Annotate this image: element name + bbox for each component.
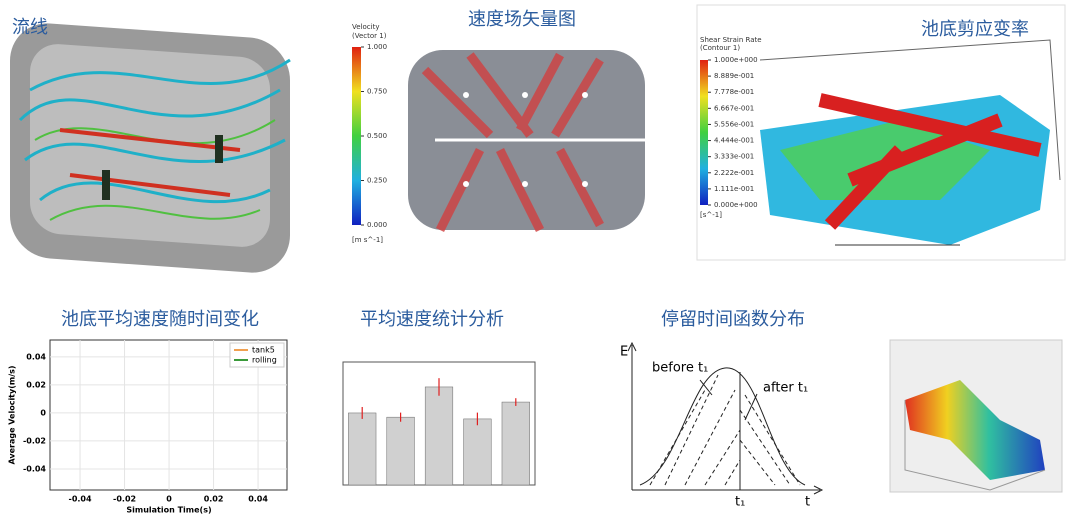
colorbar-unit: [s^-1] xyxy=(700,211,722,219)
x-tick-label: 0 xyxy=(166,495,172,504)
colorbar-tick-label: 0.000e+000 xyxy=(714,201,758,209)
x-tick-label: 0.02 xyxy=(204,495,224,504)
y-tick-label: 0 xyxy=(40,408,46,417)
x-tick-label: -0.04 xyxy=(69,495,92,504)
colorbar-unit: [m s^-1] xyxy=(352,236,383,244)
surface-image xyxy=(889,339,1063,493)
y-axis-label: Average Velocity(m/s) xyxy=(8,365,17,464)
colorbar-subtitle: (Vector 1) xyxy=(352,32,387,40)
bar xyxy=(386,416,415,486)
colorbar-tick-label: 4.444e-001 xyxy=(714,137,754,145)
colorbar-title: Velocity xyxy=(352,23,379,31)
colorbar-tick-label: 2.222e-001 xyxy=(714,169,754,177)
colorbar-tick-label: 0.250 xyxy=(367,177,387,185)
bar xyxy=(348,412,377,486)
chart-title: 平均速度统计分析 xyxy=(360,309,504,330)
colorbar-tick-label: 1.000e+000 xyxy=(714,56,758,64)
bar xyxy=(501,401,530,486)
x-tick-label: 0.04 xyxy=(248,495,268,504)
legend xyxy=(229,342,285,368)
rtd-diagram xyxy=(627,341,824,495)
plot-frame xyxy=(49,339,288,491)
x-axis-label: Simulation Time(s) xyxy=(126,506,211,515)
shear-image xyxy=(759,39,1061,246)
colorbar-tick-label: 0.000 xyxy=(367,221,387,229)
panel-title: 池底剪应变率 xyxy=(921,19,1029,40)
y-tick-label: -0.02 xyxy=(23,436,46,445)
colorbar-tick-label: 5.556e-001 xyxy=(714,120,754,128)
legend-label: tank5 xyxy=(252,346,275,355)
colorbar-tick-label: 3.333e-001 xyxy=(714,153,754,161)
panel-title: 停留时间函数分布 xyxy=(661,309,805,330)
vector-image xyxy=(408,50,645,233)
colorbar-tick-label: 1.000 xyxy=(367,43,387,51)
colorbar xyxy=(352,47,361,225)
legend-label: rolling xyxy=(252,356,277,365)
colorbar-title: Shear Strain Rate xyxy=(700,36,762,44)
panel-title: 速度场矢量图 xyxy=(468,9,576,30)
y-tick-label: 0.04 xyxy=(26,352,46,361)
colorbar-tick-label: 0.500 xyxy=(367,132,387,140)
axis-label: E xyxy=(620,345,628,360)
annotation: after t₁ xyxy=(763,381,808,396)
colorbar-tick-label: 8.889e-001 xyxy=(714,72,754,80)
colorbar xyxy=(700,60,708,205)
annotation: before t₁ xyxy=(652,361,708,376)
panel-title: 流线 xyxy=(12,17,48,38)
y-tick-label: 0.02 xyxy=(26,380,46,389)
colorbar-tick-label: 1.111e-001 xyxy=(714,185,754,193)
chart-title: 池底平均速度随时间变化 xyxy=(61,309,259,330)
axis-label: t₁ xyxy=(735,495,745,510)
colorbar-tick-label: 6.667e-001 xyxy=(714,104,754,112)
streamline-image xyxy=(10,23,291,273)
bar xyxy=(424,386,454,486)
colorbar-subtitle: (Contour 1) xyxy=(700,44,740,52)
x-tick-label: -0.02 xyxy=(113,495,136,504)
y-tick-label: -0.04 xyxy=(23,464,46,473)
colorbar-tick-label: 0.750 xyxy=(367,88,387,96)
axis-label: t xyxy=(805,495,810,510)
bar xyxy=(463,418,492,486)
colorbar-tick-label: 7.778e-001 xyxy=(714,88,754,96)
